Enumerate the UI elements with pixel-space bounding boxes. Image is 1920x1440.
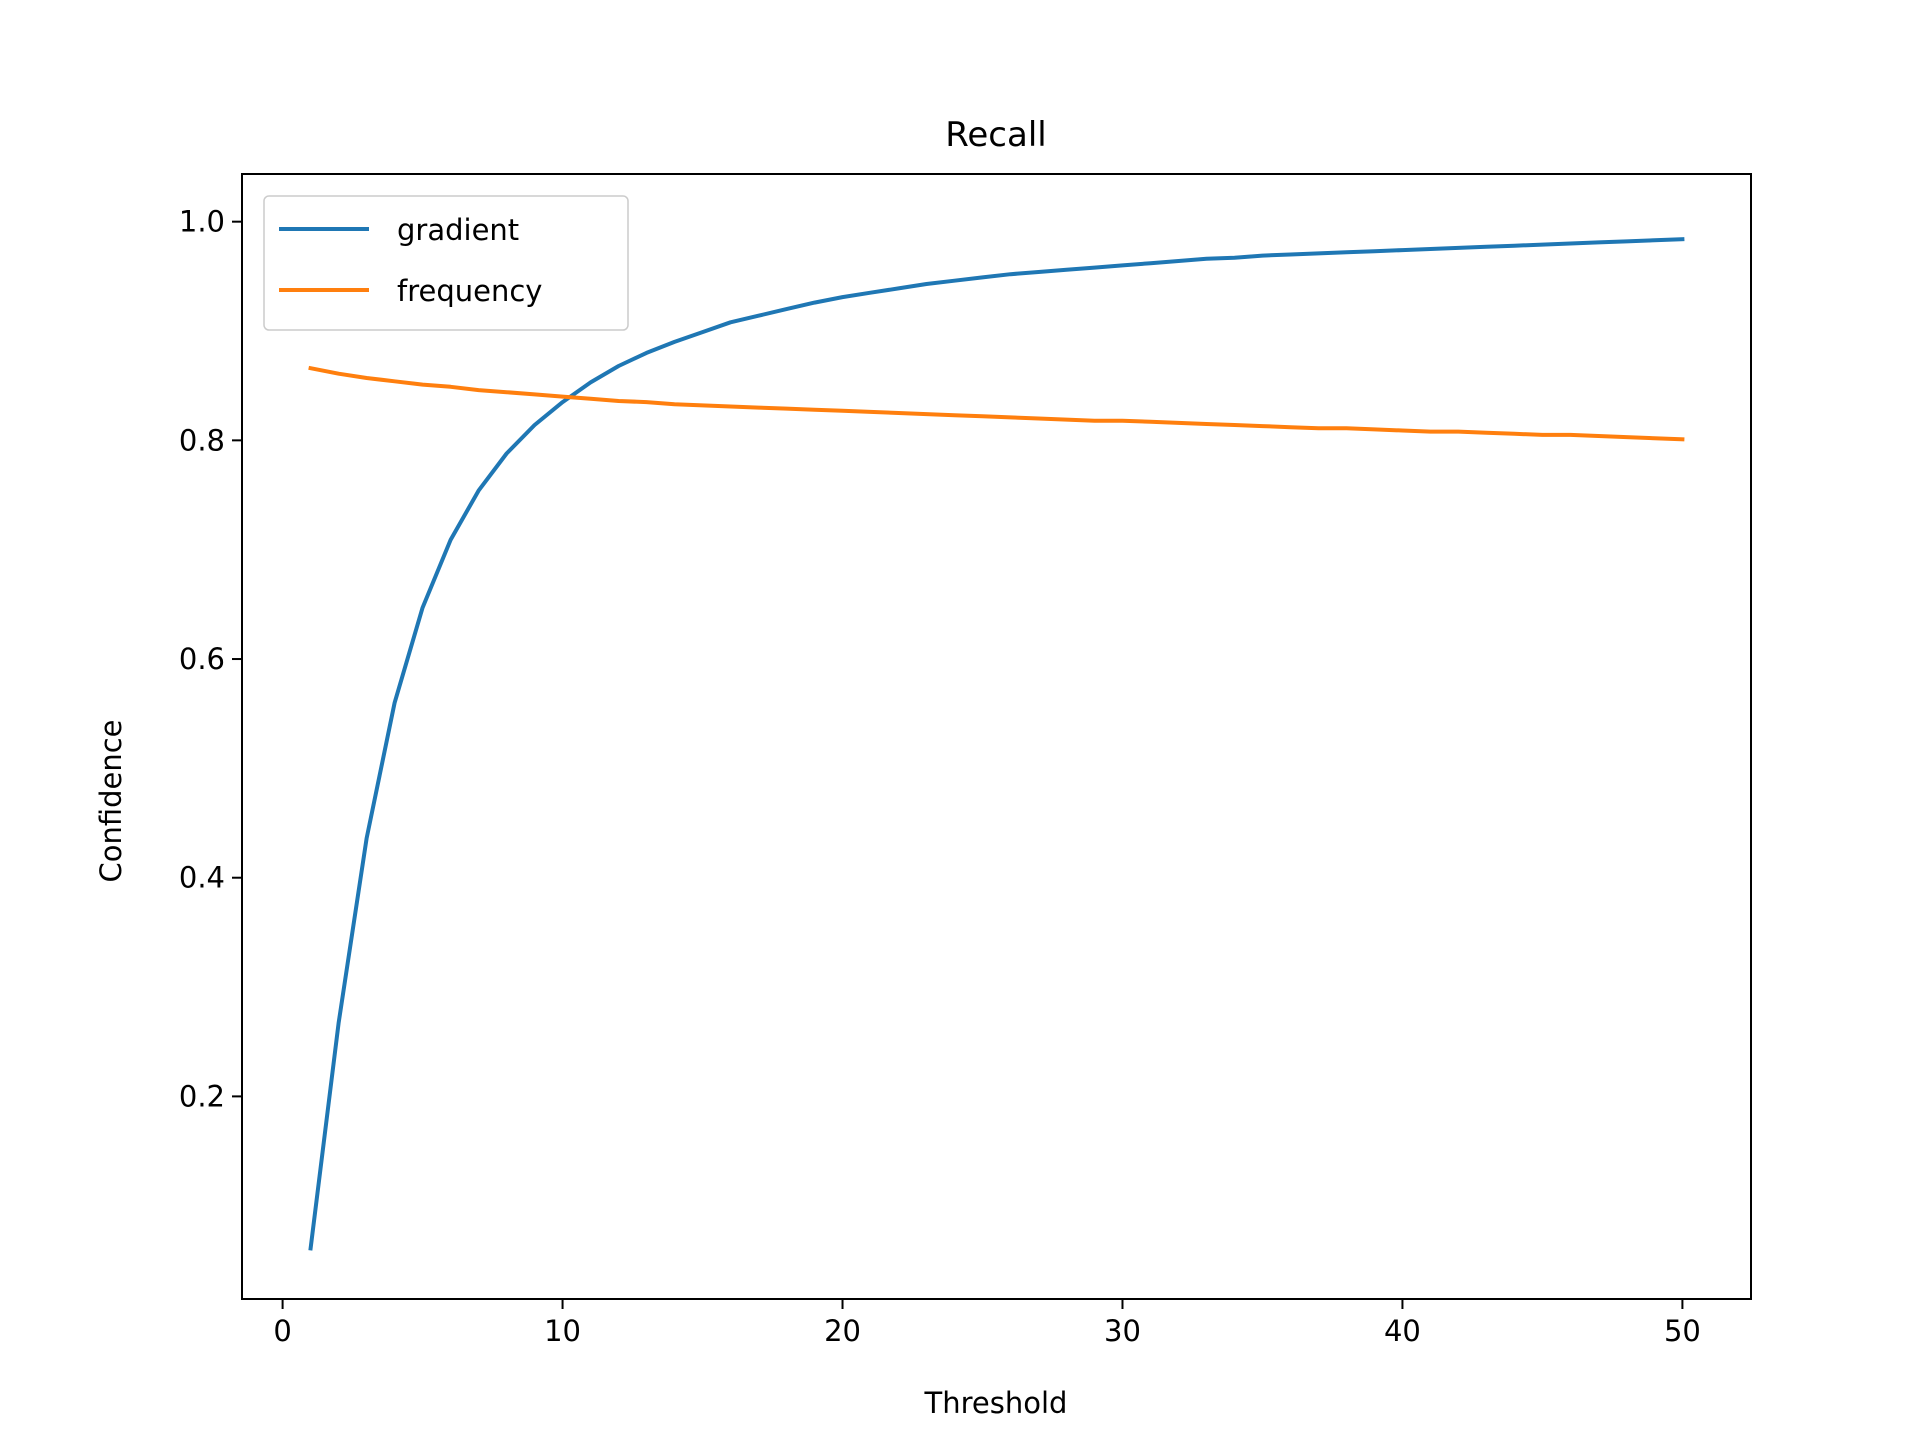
y-tick-label: 0.6 xyxy=(179,642,225,676)
x-tick-label: 50 xyxy=(1664,1314,1701,1348)
series-line-gradient xyxy=(308,237,1685,1251)
legend-label-frequency: frequency xyxy=(397,274,542,308)
y-axis: 0.2 0.4 0.6 0.8 1.0 xyxy=(179,205,242,1113)
x-axis-label: Threshold xyxy=(924,1386,1068,1420)
series-line-frequency xyxy=(308,365,1685,442)
y-tick-label: 0.2 xyxy=(179,1079,225,1113)
plot-area xyxy=(241,173,1752,1300)
y-tick-label: 0.4 xyxy=(179,861,225,895)
y-axis-label: Confidence xyxy=(94,719,128,882)
axes-frame xyxy=(241,173,1752,1300)
x-tick-label: 20 xyxy=(824,1314,861,1348)
x-axis: 0 10 20 30 40 50 xyxy=(273,1299,1701,1348)
x-tick-label: 10 xyxy=(544,1314,581,1348)
y-tick-label: 0.8 xyxy=(179,423,225,457)
legend: gradient frequency xyxy=(263,195,629,331)
x-tick-label: 40 xyxy=(1384,1314,1421,1348)
x-tick-label: 30 xyxy=(1104,1314,1141,1348)
chart-title: Recall xyxy=(945,115,1046,155)
legend-label-gradient: gradient xyxy=(397,213,519,247)
x-tick-label: 0 xyxy=(273,1314,291,1348)
y-tick-label: 1.0 xyxy=(179,205,225,239)
